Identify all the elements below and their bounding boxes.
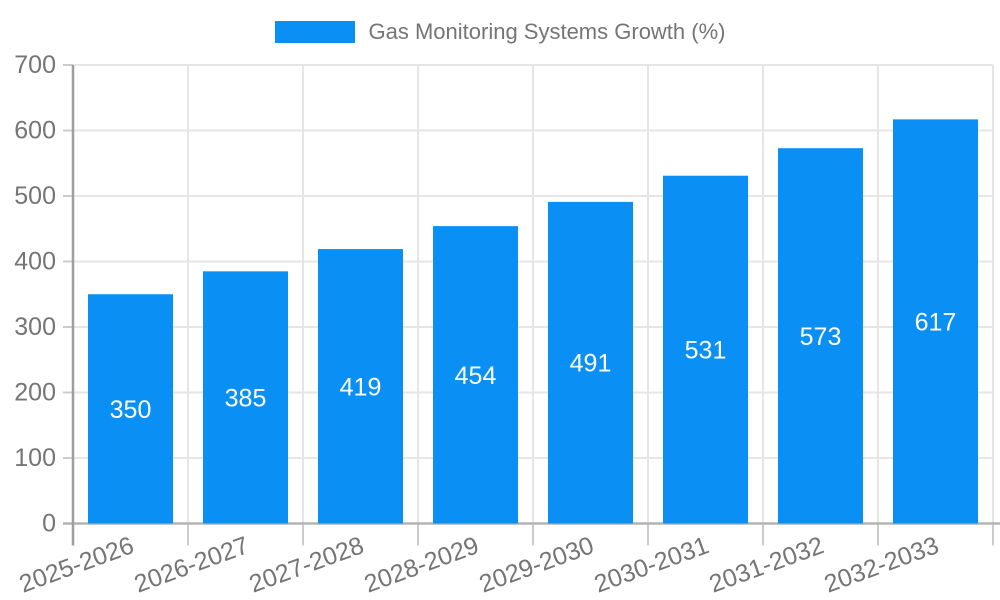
y-tick-label: 100 <box>14 444 56 472</box>
legend[interactable]: Gas Monitoring Systems Growth (%) <box>0 19 1000 45</box>
x-tick-label: 2032-2033 <box>821 531 943 598</box>
bar[interactable] <box>548 201 633 524</box>
bar-value-label: 531 <box>685 337 727 365</box>
bar-value-label: 350 <box>110 396 152 424</box>
bar[interactable] <box>663 175 748 524</box>
y-tick-label: 500 <box>14 182 56 210</box>
y-tick-label: 0 <box>42 510 56 538</box>
y-tick-label: 400 <box>14 248 56 276</box>
legend-swatch <box>274 21 355 43</box>
bar-value-label: 573 <box>800 323 842 351</box>
bar[interactable] <box>318 249 403 524</box>
bar-value-label: 454 <box>455 362 497 390</box>
bar-value-label: 419 <box>340 373 382 401</box>
bar-value-label: 491 <box>570 350 612 378</box>
x-tick-label: 2025-2026 <box>16 531 138 598</box>
y-tick-label: 700 <box>14 51 56 79</box>
bar-value-label: 385 <box>225 384 267 412</box>
legend-label: Gas Monitoring Systems Growth (%) <box>368 19 726 44</box>
x-tick-label: 2029-2030 <box>476 531 598 598</box>
bar[interactable] <box>88 294 173 524</box>
y-tick-label: 300 <box>14 313 56 341</box>
bar-value-label: 617 <box>915 308 957 336</box>
x-tick-label: 2031-2032 <box>706 531 828 598</box>
bar[interactable] <box>203 271 288 524</box>
y-tick-label: 200 <box>14 379 56 407</box>
y-tick-label: 600 <box>14 117 56 145</box>
x-tick-label: 2027-2028 <box>246 531 368 598</box>
bar[interactable] <box>893 119 978 524</box>
x-tick-label: 2030-2031 <box>591 531 713 598</box>
x-tick-label: 2028-2029 <box>361 531 483 598</box>
bar[interactable] <box>433 226 518 524</box>
bar[interactable] <box>778 148 863 524</box>
x-tick-label: 2026-2027 <box>131 531 253 598</box>
